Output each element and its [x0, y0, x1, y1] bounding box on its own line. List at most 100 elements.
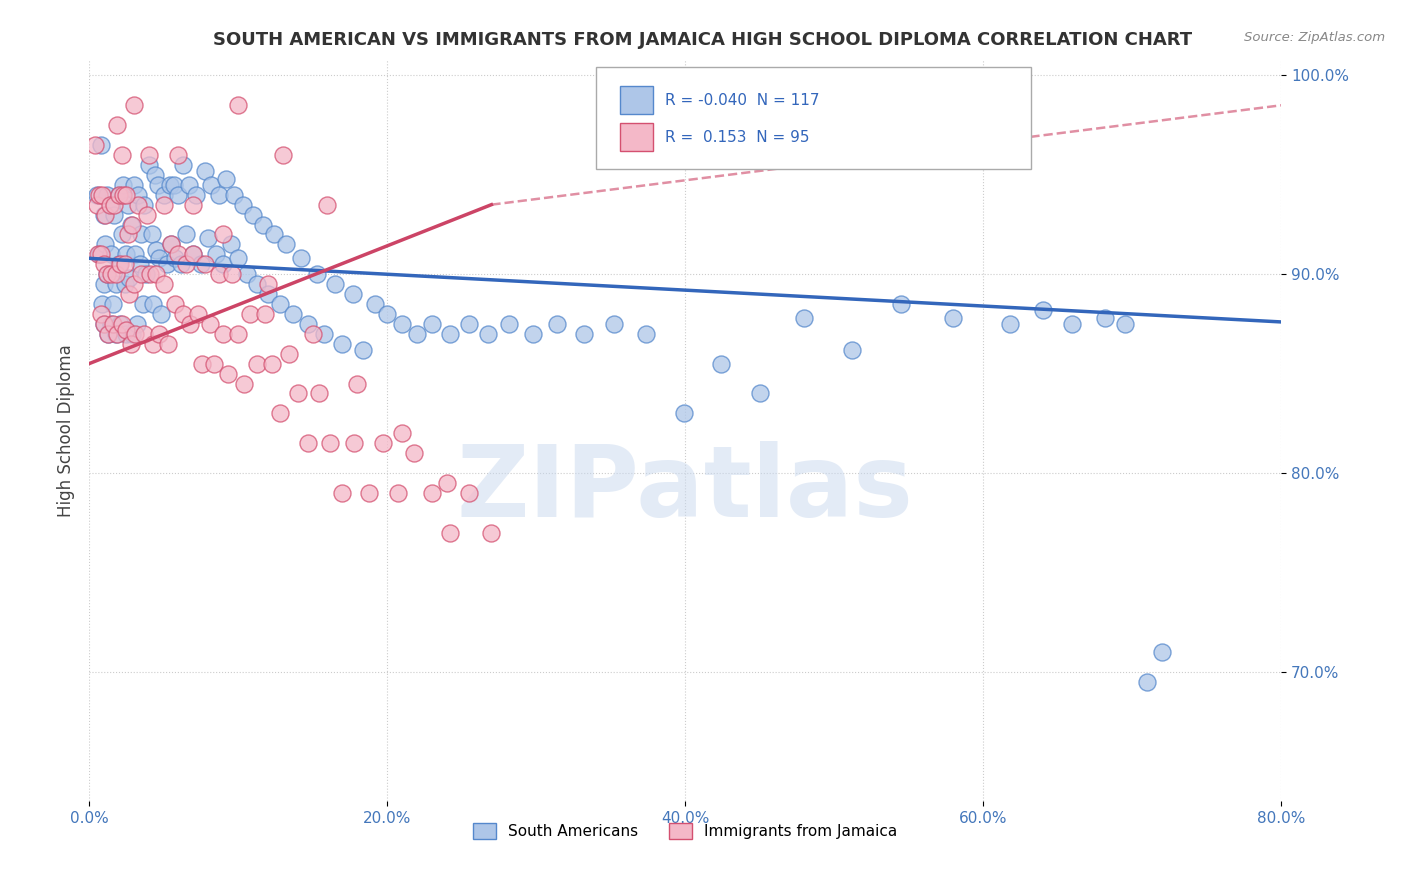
- Point: [96, 267, 118, 281]
- Point: [263, 227, 285, 242]
- Point: [343, 436, 366, 450]
- Point: [110, 317, 132, 331]
- Point: [118, 271, 141, 285]
- Legend: South Americans, Immigrants from Jamaica: South Americans, Immigrants from Jamaica: [467, 817, 903, 845]
- Point: [90, 138, 112, 153]
- Point: [346, 376, 368, 391]
- Point: [142, 297, 165, 311]
- Point: [391, 317, 413, 331]
- Point: [290, 252, 312, 266]
- Point: [222, 187, 245, 202]
- Point: [636, 326, 658, 341]
- Point: [522, 326, 544, 341]
- Point: [890, 297, 912, 311]
- Point: [194, 257, 217, 271]
- FancyBboxPatch shape: [596, 67, 1031, 169]
- Point: [160, 237, 183, 252]
- Point: [122, 178, 145, 192]
- Point: [91, 187, 114, 202]
- Point: [793, 310, 815, 325]
- Point: [371, 436, 394, 450]
- Point: [114, 277, 136, 292]
- Point: [212, 227, 235, 242]
- Point: [108, 187, 131, 202]
- Point: [120, 218, 142, 232]
- Point: [190, 257, 212, 271]
- Point: [208, 187, 231, 202]
- Point: [104, 267, 127, 281]
- Point: [420, 317, 443, 331]
- Point: [194, 164, 217, 178]
- Point: [125, 317, 148, 331]
- Point: [111, 148, 134, 162]
- Point: [226, 326, 249, 341]
- Point: [233, 376, 256, 391]
- Point: [111, 227, 134, 242]
- Point: [104, 326, 127, 341]
- Text: R =  0.153  N = 95: R = 0.153 N = 95: [665, 130, 810, 145]
- Point: [112, 178, 135, 192]
- Point: [93, 257, 115, 271]
- Point: [332, 336, 354, 351]
- Point: [105, 118, 128, 132]
- Point: [134, 326, 156, 341]
- Point: [1032, 303, 1054, 318]
- Point: [436, 475, 458, 490]
- Point: [269, 406, 291, 420]
- Point: [93, 277, 115, 292]
- Point: [439, 525, 461, 540]
- Point: [202, 357, 225, 371]
- Point: [132, 297, 155, 311]
- Point: [152, 277, 174, 292]
- Point: [402, 446, 425, 460]
- Point: [172, 307, 194, 321]
- Point: [155, 257, 177, 271]
- Point: [174, 227, 197, 242]
- Point: [98, 197, 121, 211]
- Point: [319, 436, 342, 450]
- Point: [352, 343, 374, 357]
- Point: [143, 168, 166, 182]
- Point: [257, 287, 280, 301]
- Point: [115, 326, 138, 341]
- Point: [98, 197, 121, 211]
- Point: [152, 187, 174, 202]
- Point: [572, 326, 595, 341]
- Point: [114, 257, 136, 271]
- Point: [148, 252, 170, 266]
- Point: [200, 178, 222, 192]
- Point: [149, 307, 172, 321]
- Point: [602, 317, 624, 331]
- Point: [219, 237, 242, 252]
- Point: [841, 343, 863, 357]
- Point: [136, 208, 159, 222]
- Point: [160, 237, 183, 252]
- Point: [297, 317, 319, 331]
- Point: [167, 148, 190, 162]
- Point: [93, 208, 115, 222]
- Point: [458, 317, 481, 331]
- Point: [122, 277, 145, 292]
- Point: [246, 277, 269, 292]
- Point: [124, 326, 146, 341]
- Point: [159, 178, 181, 192]
- Point: [391, 426, 413, 441]
- Point: [138, 158, 160, 172]
- Point: [146, 178, 169, 192]
- Point: [115, 247, 138, 261]
- Point: [498, 317, 520, 331]
- Point: [269, 297, 291, 311]
- Point: [90, 247, 112, 261]
- Point: [108, 187, 131, 202]
- Point: [215, 171, 238, 186]
- Point: [135, 267, 157, 281]
- Point: [305, 267, 328, 281]
- Point: [332, 486, 354, 500]
- Point: [103, 197, 125, 211]
- Point: [127, 197, 149, 211]
- Point: [179, 317, 201, 331]
- Point: [91, 297, 114, 311]
- Text: SOUTH AMERICAN VS IMMIGRANTS FROM JAMAICA HIGH SCHOOL DIPLOMA CORRELATION CHART: SOUTH AMERICAN VS IMMIGRANTS FROM JAMAIC…: [214, 31, 1192, 49]
- Point: [112, 187, 135, 202]
- Point: [405, 326, 427, 341]
